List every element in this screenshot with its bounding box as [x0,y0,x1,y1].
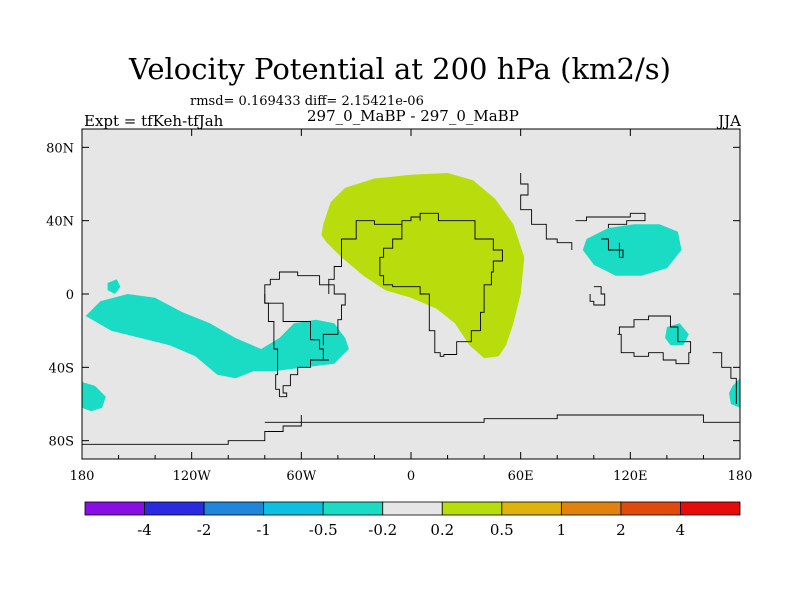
x-tick-label-0: 180 [70,469,95,484]
y-tick-label-2: 0 [66,288,74,303]
coastlines [82,173,740,445]
colorbar-label-6: 0.5 [490,521,514,539]
colorbar-swatch-4 [322,501,384,516]
y-tick-label-0: 80N [46,141,74,156]
coastline-2 [264,294,329,398]
colorbar-label-0: -4 [137,521,152,539]
contour-region-positive-0 [321,173,525,359]
x-tick-label-2: 60W [286,469,317,484]
colorbar-swatch-5 [382,501,443,516]
coastline-6 [589,286,606,306]
y-tick-label-3: 40S [49,361,74,376]
y-tick-label-1: 40N [46,215,74,230]
contour-region-negative-6 [729,378,740,408]
coastline-1 [264,271,346,361]
contour-regions [82,173,740,412]
colorbar-label-4: -0.2 [368,521,397,539]
stats-label: rmsd= 0.169433 diff= 2.15421e-06 [190,94,424,109]
coastline-9 [82,415,302,445]
colorbar-swatch-1 [144,501,205,516]
coastline-8 [264,414,740,434]
coastline-7 [617,315,692,365]
colorbar-label-2: -1 [256,521,271,539]
coastline-4 [575,212,646,228]
colorbar-label-5: 0.2 [430,521,454,539]
x-tick-label-1: 120W [173,469,212,484]
x-tick-label-5: 120E [613,469,647,484]
chart-subtitle: 297_0_MaBP - 297_0_MaBP [307,107,519,125]
x-tick-label-6: 180 [728,469,753,484]
colorbar-swatch-2 [203,501,265,516]
colorbar-swatch-3 [263,501,324,516]
y-axis: 80N 40N 0 40S 80S [46,141,740,450]
chart-title: Velocity Potential at 200 hPa (km2/s) [129,52,671,86]
colorbar-swatch-10 [680,501,741,516]
colorbar-label-9: 4 [676,521,686,539]
colorbar-label-3: -0.5 [309,521,338,539]
colorbar-swatch-0 [84,501,145,516]
colorbar: -4 -2 -1 -0.5 -0.2 0.2 0.5 1 2 4 [84,501,741,539]
x-axis: 180 120W 60W 0 60E 120E 180 [70,129,753,484]
colorbar-label-7: 1 [557,521,567,539]
x-tick-label-3: 0 [407,469,415,484]
contour-region-negative-2 [107,279,121,294]
contour-region-negative-3 [82,382,106,412]
coastline-3 [520,173,573,250]
contour-region-negative-5 [665,323,689,346]
colorbar-swatch-7 [501,501,562,516]
season-label: JJA [718,112,741,130]
coastline-0 [328,212,503,357]
contour-region-negative-1 [85,294,349,379]
y-tick-label-4: 80S [49,435,74,450]
colorbar-label-1: -2 [197,521,212,539]
colorbar-swatch-8 [560,501,622,516]
colorbar-swatch-6 [441,501,503,516]
contour-region-negative-4 [582,224,682,276]
colorbar-label-8: 2 [616,521,626,539]
coastline-5 [601,238,624,258]
colorbar-swatch-9 [620,501,681,516]
x-tick-label-4: 60E [508,469,534,484]
experiment-label: Expt = tfKeh-tfJah [84,112,224,130]
coastline-10 [712,352,737,404]
